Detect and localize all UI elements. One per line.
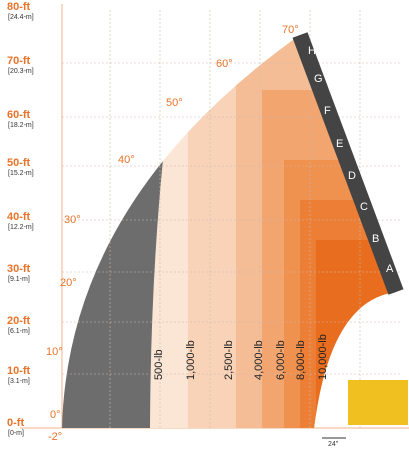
extension-label: B: [372, 233, 379, 245]
height-ft: 80-ft: [7, 1, 31, 13]
load-label: 8,000-lb: [295, 340, 307, 380]
height-m: [18.2-m]: [8, 122, 34, 129]
extension-label: G: [314, 73, 323, 85]
extension-label: H: [308, 45, 316, 57]
height-m: [9.1-m]: [8, 276, 30, 283]
extension-label: E: [336, 138, 343, 150]
load-label: 2,500-lb: [223, 340, 235, 380]
height-ft: 20-ft: [7, 315, 31, 327]
height-ft: 40-ft: [7, 211, 31, 223]
angle-label: 40°: [118, 154, 135, 166]
machine: [348, 380, 408, 425]
load-label: 10,000-lb: [317, 334, 329, 380]
height-m: [20.3-m]: [8, 68, 34, 75]
height-ft: 50-ft: [7, 157, 31, 169]
height-ft: 30-ft: [7, 263, 31, 275]
extension-label: F: [324, 105, 331, 117]
height-ft: 60-ft: [7, 109, 31, 121]
angle-label: 10°: [46, 346, 63, 358]
load-label: 500-lb: [153, 349, 165, 380]
height-ft: 0-ft: [7, 417, 24, 429]
grid: [62, 10, 400, 428]
load-label: 6,000-lb: [275, 340, 287, 380]
extension-label: C: [360, 201, 368, 213]
height-m: [3.1-m]: [8, 378, 30, 385]
extension-label: D: [348, 170, 356, 182]
extension-label: A: [386, 263, 394, 275]
angle-label: 0°: [50, 409, 61, 421]
angle-label: 60°: [216, 58, 233, 70]
height-ft: 70-ft: [7, 55, 31, 67]
angle-label: 30°: [64, 214, 81, 226]
load-label: 1,000-lb: [185, 340, 197, 380]
height-ft: 10-ft: [7, 365, 31, 377]
boom: [292, 32, 404, 295]
angle-label: -2°: [48, 431, 62, 443]
angle-label: 70°: [282, 24, 299, 36]
angle-label: 20°: [60, 277, 77, 289]
height-m: [12.2-m]: [8, 224, 34, 231]
angle-label: 50°: [166, 97, 183, 109]
height-m: [6.1-m]: [8, 328, 30, 335]
height-m: [0-m]: [8, 430, 24, 437]
height-m: [15.2-m]: [8, 170, 34, 177]
height-m: [24.4-m]: [8, 14, 34, 21]
load-label: 4,000-lb: [253, 340, 265, 380]
offset-label: 24": [328, 441, 339, 448]
